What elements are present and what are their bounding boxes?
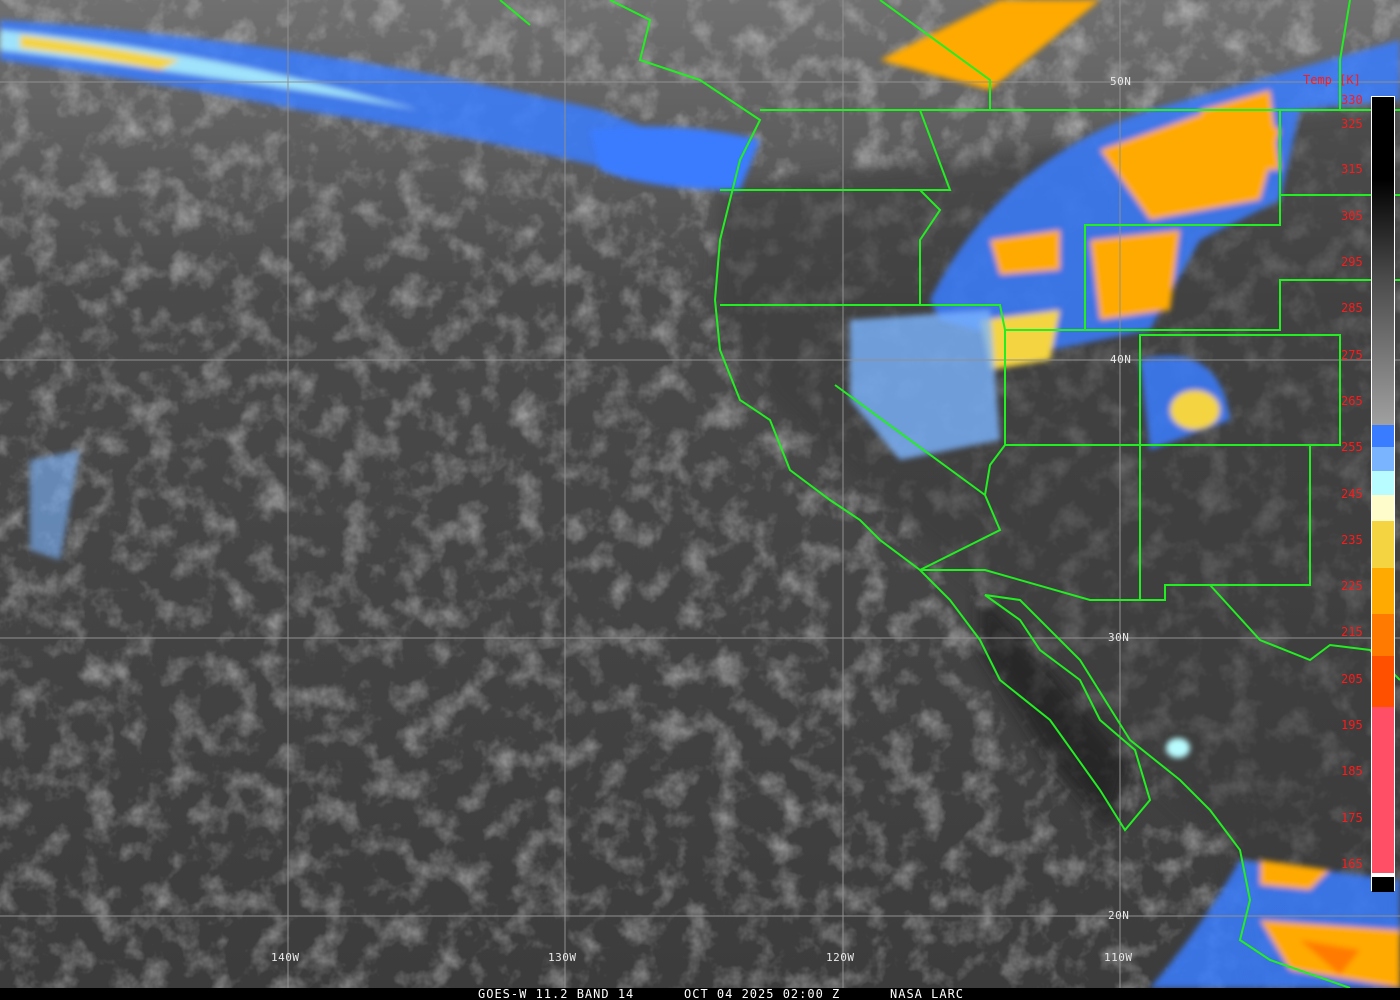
colorbar-title: Temp [K] [1303,73,1361,87]
lat-label: 40N [1110,353,1132,366]
colorbar-label: 305 [1341,208,1363,223]
colorbar-label: 205 [1341,671,1363,686]
colorbar-label: 245 [1341,486,1363,501]
colorbar-label: 185 [1341,764,1363,779]
colorbar-label: 295 [1341,255,1363,270]
colorbar-segment-light-blue [1372,447,1394,471]
colorbar-label: 315 [1341,162,1363,177]
colorbar-label: 195 [1341,718,1363,733]
lon-label: 120W [826,951,855,964]
colorbar-label: 330 [1341,93,1363,107]
colorbar-segment-blue [1372,425,1394,447]
colorbar-label: 255 [1341,440,1363,455]
colorbar-segment-red-orange [1372,656,1394,707]
colorbar-segment-yellow [1372,521,1394,568]
satellite-band: GOES-W 11.2 BAND 14 [478,987,635,1000]
colorbar-label: 225 [1341,579,1363,594]
lon-label: 130W [548,951,577,964]
colorbar-label: 275 [1341,347,1363,362]
colorbar-segment-pale-yellow [1372,495,1394,521]
colorbar-label: 215 [1341,625,1363,640]
colorbar-label: 175 [1341,810,1363,825]
lon-label: 110W [1104,951,1133,964]
timestamp: OCT 04 2025 02:00 Z [684,987,841,1000]
colorbar-label: 265 [1341,393,1363,408]
lat-label: 50N [1110,75,1132,88]
colorbar-label: 285 [1341,301,1363,316]
lat-label: 30N [1108,631,1130,644]
lon-label: 140W [271,951,300,964]
colorbar-segment-orange [1372,568,1394,614]
colorbar-segment-white [1372,873,1394,877]
colorbar-segment-dark-orange [1372,614,1394,656]
colorbar-segment-black [1372,877,1394,892]
temperature-colorbar [1371,96,1395,892]
colorbar-label: 235 [1341,532,1363,547]
colorbar-label: 165 [1341,856,1363,871]
colorbar-segment-pink [1372,707,1394,873]
image-caption: GOES-W 11.2 BAND 14 OCT 04 2025 02:00 Z … [0,988,1400,1000]
colorbar-segment-cyan [1372,471,1394,495]
colorbar-segment-gray-gradient [1372,97,1394,425]
source: NASA LARC [890,987,965,1000]
political-borders [499,0,1400,988]
lat-label: 20N [1108,909,1130,922]
colorbar-label: 325 [1341,117,1363,131]
